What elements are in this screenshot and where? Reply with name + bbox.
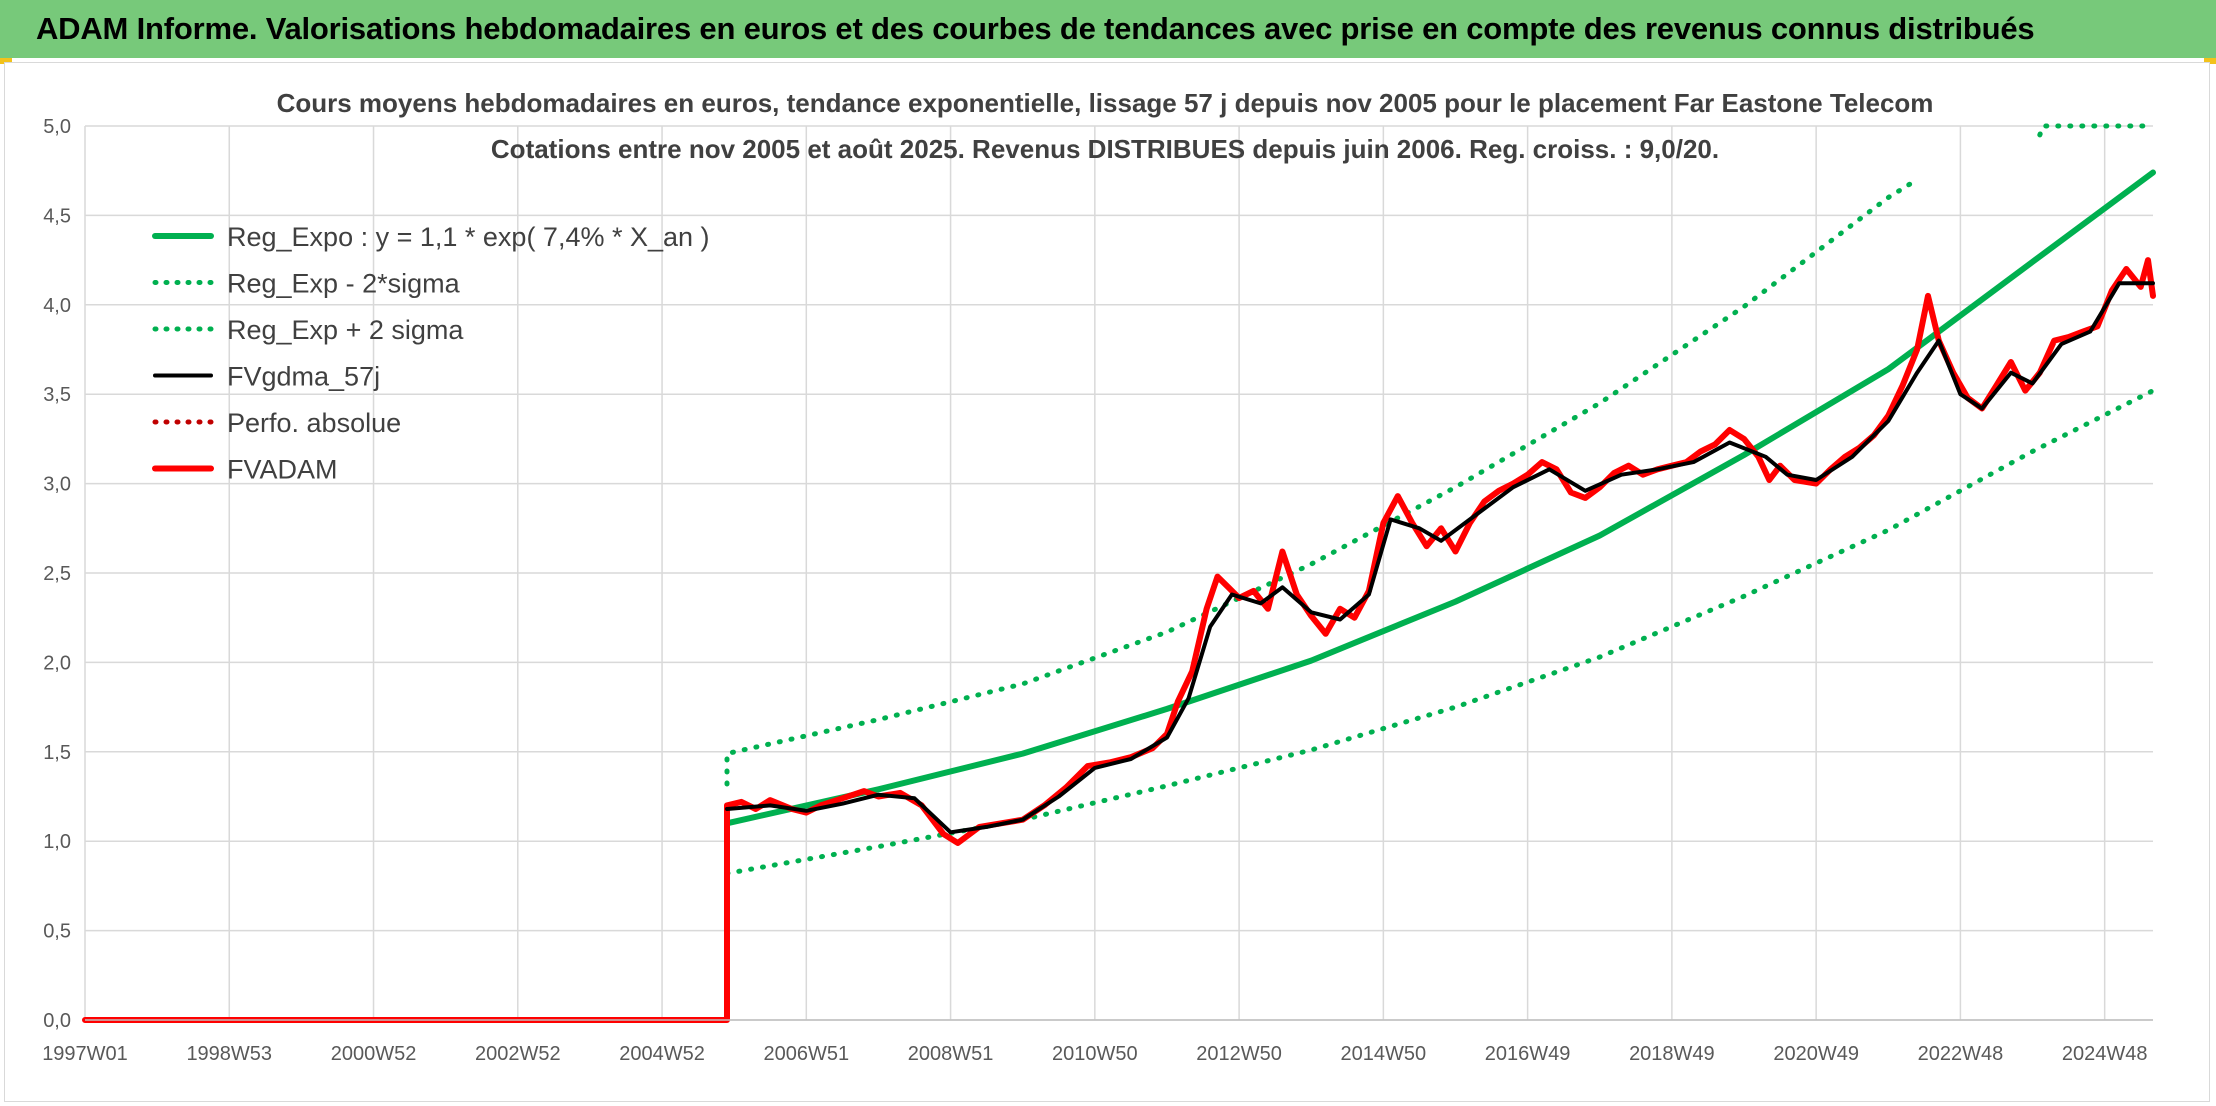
x-tick-label: 2008W51 — [908, 1043, 994, 1065]
y-tick-label: 5,0 — [43, 116, 71, 138]
y-tick-label: 4,5 — [43, 205, 71, 227]
legend-entry: Reg_Exp + 2 sigma — [227, 315, 464, 345]
y-tick-label: 2,0 — [43, 652, 71, 674]
y-tick-label: 0,5 — [43, 921, 71, 943]
report-banner: ADAM Informe. Valorisations hebdomadaire… — [0, 0, 2216, 58]
x-tick-label: 2014W50 — [1341, 1043, 1427, 1065]
legend-entry: Reg_Expo : y = 1,1 * exp( 7,4% * X_an ) — [227, 222, 710, 252]
y-tick-label: 3,0 — [43, 474, 71, 496]
y-tick-label: 3,5 — [43, 384, 71, 406]
x-tick-label: 2018W49 — [1629, 1043, 1715, 1065]
x-tick-label: 2022W48 — [1918, 1043, 2004, 1065]
report-title: ADAM Informe. Valorisations hebdomadaire… — [36, 11, 2035, 46]
x-tick-label: 2000W52 — [331, 1043, 417, 1065]
corner-accent-left — [0, 58, 12, 64]
chart-title-line-2: Cotations entre nov 2005 et août 2025. R… — [491, 134, 1719, 164]
chart-svg: 0,0 0,5 1,0 1,5 2,0 2,5 3,0 3,5 4,0 4,5 5,0 1997W01… — [42, 88, 2156, 1065]
x-tick-label: 2002W52 — [475, 1043, 561, 1065]
y-tick-label: 2,5 — [43, 563, 71, 585]
series-line-3 — [725, 281, 2155, 835]
x-tick-label: 1997W01 — [42, 1043, 128, 1065]
x-tick-label: 2020W49 — [1773, 1043, 1859, 1065]
x-tick-label: 2006W51 — [763, 1043, 849, 1065]
x-tick-label: 1998W53 — [186, 1043, 272, 1065]
legend-entry: Perfo. absolue — [227, 408, 401, 438]
x-tick-label: 2010W50 — [1052, 1043, 1138, 1065]
y-tick-label: 1,0 — [43, 831, 71, 853]
series-line-1 — [724, 388, 2156, 876]
legend-entry: FVADAM — [227, 455, 338, 485]
chart-area: 0,0 0,5 1,0 1,5 2,0 2,5 3,0 3,5 4,0 4,5 5,0 1997W01… — [4, 62, 2210, 1102]
series-layer — [82, 123, 2156, 1023]
chart-legend: Reg_Expo : y = 1,1 * exp( 7,4% * X_an ) R… — [152, 222, 710, 485]
series-line-2-upper — [2037, 123, 2156, 138]
x-tick-label: 2012W50 — [1196, 1043, 1282, 1065]
y-tick-label: 1,5 — [43, 742, 71, 764]
legend-entry: Reg_Exp - 2*sigma — [227, 269, 461, 299]
x-tick-label: 2024W48 — [2062, 1043, 2148, 1065]
x-tick-label: 2016W49 — [1485, 1043, 1571, 1065]
series-line-2 — [724, 177, 1920, 787]
y-tick-label: 4,0 — [43, 295, 71, 317]
y-tick-label: 0,0 — [43, 1010, 71, 1032]
chart-title-line-1: Cours moyens hebdomadaires en euros, ten… — [277, 88, 1934, 118]
x-tick-label: 2004W52 — [619, 1043, 705, 1065]
series-line-5 — [82, 257, 2156, 1023]
axis-layer: 0,0 0,5 1,0 1,5 2,0 2,5 3,0 3,5 4,0 4,5 5,0 1997W01… — [42, 116, 2153, 1065]
legend-entry: FVgdma_57j — [227, 362, 380, 392]
grid-layer — [84, 125, 2153, 1021]
corner-accent-right — [2204, 58, 2216, 64]
